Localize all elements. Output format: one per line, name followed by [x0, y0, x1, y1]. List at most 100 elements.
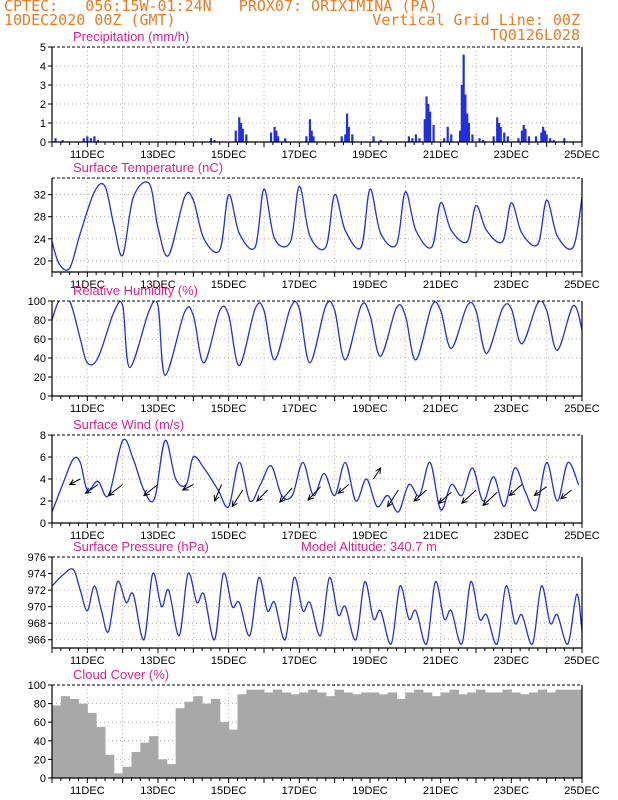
y-tick-label: 0	[40, 391, 46, 403]
temp-data-point	[395, 243, 398, 245]
temp-data-point	[192, 199, 194, 201]
precip-bar	[466, 113, 469, 142]
panel-precip: 0 1 2 3 4 5 11DEC 13DEC 15DEC 17DEC 19DEC 21DEC 23DE…	[40, 29, 600, 161]
cloud-bar	[290, 694, 300, 778]
panel-cloud: 0 20 40 60 80 100 11DEC 13DEC 15DEC 17DEC 19DEC 21D…	[28, 667, 600, 797]
press-data-point	[478, 618, 481, 620]
rh-data-point	[97, 357, 99, 359]
y-tick-label: 80	[34, 699, 46, 711]
y-tick-label: 100	[28, 680, 46, 692]
temp-data-point	[486, 229, 488, 232]
temp-data-point	[203, 238, 205, 240]
panel-title: Surface Temperature (nC)	[73, 160, 223, 175]
precip-bar	[540, 132, 543, 142]
press-data-point	[337, 614, 339, 616]
press-data-point	[380, 610, 382, 612]
rh-data-point	[79, 338, 81, 340]
press-data-point	[274, 601, 276, 604]
wind-data-point	[185, 483, 187, 486]
wind-vector	[214, 484, 223, 502]
press-data-point	[222, 572, 224, 575]
cloud-bar	[458, 694, 468, 778]
y-tick-label: 32	[34, 190, 46, 202]
precip-bar	[308, 119, 312, 142]
x-tick-label: 21DEC	[423, 785, 459, 797]
cloud-bar	[166, 764, 177, 778]
temp-data-point	[380, 232, 382, 234]
wind-vector-head	[413, 495, 421, 502]
wind-vector-head	[142, 489, 150, 497]
temp-data-point	[113, 224, 115, 226]
rh-data-point	[148, 309, 150, 312]
x-tick-label: 13DEC	[140, 403, 176, 415]
header-date: 10DEC2020 00Z (GMT)	[4, 11, 176, 29]
x-tick-label: 17DEC	[282, 403, 318, 415]
wind-data-point	[97, 480, 99, 482]
press-data-point	[531, 643, 534, 645]
precip-bar	[82, 138, 85, 142]
press-data-point	[443, 618, 445, 620]
wind-data-point	[132, 458, 134, 460]
y-tick-label: 20	[34, 372, 46, 384]
temp-data-point	[344, 229, 346, 232]
press-data-point	[576, 593, 578, 595]
panel-temp: 20 24 28 32 11DEC 13DEC 15DEC 17DEC 19DEC 21DEC 23…	[34, 160, 600, 291]
x-tick-label: 25DEC	[564, 530, 600, 542]
rh-data-point	[192, 314, 194, 316]
y-tick-label: 40	[34, 353, 46, 365]
header-station-line: CPTEC: 056:15W-01:24N PROX07: ORIXIMINA …	[4, 0, 438, 15]
cloud-bar	[113, 773, 124, 778]
y-tick-label: 80	[34, 315, 46, 327]
temp-data-point	[298, 185, 300, 187]
press-data-point	[344, 606, 346, 608]
rh-data-point	[334, 309, 336, 312]
precip-bar	[563, 138, 566, 142]
precip-bar	[432, 124, 435, 142]
press-data-point	[152, 572, 154, 575]
temp-data-point	[360, 246, 362, 248]
precip-bar	[305, 136, 308, 142]
y-tick-label: 0	[40, 518, 46, 530]
precip-bar	[411, 138, 414, 142]
press-data-point	[302, 610, 304, 612]
cloud-bar	[237, 694, 247, 778]
precip-bar	[344, 134, 347, 142]
precip-bar	[443, 138, 446, 142]
x-tick-label: 11DEC	[70, 530, 105, 542]
x-tick-label: 17DEC	[282, 785, 318, 797]
precip-bar	[89, 138, 92, 142]
y-tick-label: 976	[28, 552, 46, 564]
rh-data-point	[440, 309, 442, 312]
wind-vector-head	[213, 494, 220, 503]
press-data-point	[238, 601, 240, 604]
x-tick-label: 13DEC	[140, 279, 176, 291]
wind-data-point	[514, 467, 516, 469]
press-data-point	[187, 572, 189, 575]
precip-bar	[96, 140, 100, 142]
wind-data-point	[153, 498, 156, 500]
temp-data-point	[404, 191, 406, 193]
temp-data-point	[168, 254, 170, 257]
temp-data-point	[79, 232, 81, 234]
rh-data-point	[475, 309, 477, 312]
press-data-point	[132, 593, 134, 595]
cloud-bar	[96, 726, 106, 778]
precip-bar	[497, 123, 501, 142]
cloud-bar	[87, 712, 97, 778]
x-tick-label: 17DEC	[282, 530, 318, 542]
wind-vector	[231, 489, 244, 507]
wind-vector	[143, 484, 159, 496]
cloud-bar	[529, 692, 539, 778]
precip-bar	[284, 138, 287, 142]
wind-vector	[279, 487, 293, 503]
wind-data-point	[524, 491, 527, 493]
rh-series-line	[52, 301, 582, 376]
wind-vector-head	[107, 489, 115, 497]
header-grid-line-note: Vertical Grid Line: 00Z	[372, 11, 580, 29]
press-data-point	[514, 622, 516, 624]
temp-data-point	[431, 246, 433, 248]
wind-data-point	[228, 505, 230, 508]
wind-data-point	[376, 505, 378, 508]
wind-data-point	[175, 478, 177, 480]
wind-data-point	[281, 494, 283, 497]
